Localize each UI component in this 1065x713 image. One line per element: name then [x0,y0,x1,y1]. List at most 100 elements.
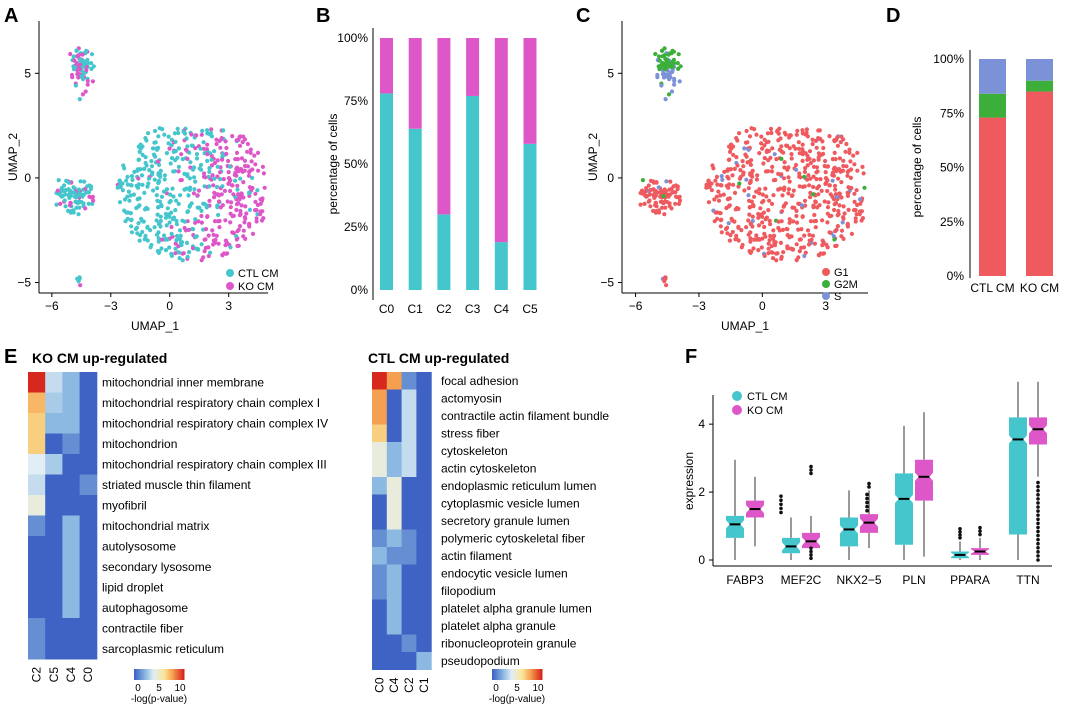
heatmap-ko-row-label: mitochondrial matrix [102,519,209,533]
panel-c-point [675,186,680,192]
panel-a-point [63,192,68,197]
panel-c-point [673,194,679,199]
box-ctl-FABP3 [726,515,744,538]
panel-c-point [657,67,662,72]
panel-a-point [129,224,134,229]
panel-c-point [808,219,814,224]
heatmap-ko-colorbar-segment [170,669,172,680]
panel-a-point [198,162,204,168]
bar-g1-ctl [979,117,1006,276]
bar-ko-C3 [466,38,480,96]
panel-a-point [203,227,209,232]
panel-a-point [132,169,137,174]
panel-c-point [800,142,805,147]
panel-a-point [246,173,251,178]
panel-a-point [228,211,233,216]
heatmap-ctl-colorbar-segment [505,669,508,680]
heatmap-ko-cell [28,392,46,414]
panel-a-point [234,138,239,143]
panel-a-point [55,188,61,193]
panel-c-point [807,149,813,154]
panel-a-point [253,199,258,204]
outlier-ko-TTN [1036,541,1040,546]
heatmap-ko-cell [62,597,81,619]
panel-a-point [162,177,167,182]
bar-g2m-ctl [979,93,1006,118]
heatmap-ko-cell [28,536,46,557]
panel-c-point [669,206,674,211]
panel-c-point [737,176,743,181]
panel-c-point [648,187,653,193]
panel-a-point [250,167,255,172]
panel-f-ytick-label: 2 [698,485,705,499]
heatmap-ko-colorbar-segment [140,669,142,680]
heatmap-ko-row-label: mitochondrial respiratory chain complex … [102,396,320,410]
panel-c-point [799,203,805,208]
heatmap-ctl-cell [386,582,403,600]
panel-c-point [751,246,756,251]
panel-a-point [238,212,243,217]
panel-c-point [805,163,810,168]
heatmap-ctl-colorbar-segment [493,669,495,680]
heatmap-ctl-colorbar-tick: 0 [493,683,499,694]
heatmap-ctl-title: CTL CM up-regulated [368,350,509,366]
panel-a-point [170,186,175,191]
panel-c-point [849,185,854,191]
heatmap-ctl-colorbar-segment [499,669,502,680]
panel-a-point [164,187,170,192]
panel-a-point [146,181,151,186]
heatmap-ko-cell [28,495,46,516]
panel-b-xtick-label: C1 [408,302,424,316]
panel-c-point [824,164,830,169]
heatmap-ko-colorbar-segment [154,669,156,680]
panel-c-point [748,162,754,167]
panel-a-point [234,207,239,213]
heatmap-ko-colorbar-segment [159,669,161,680]
panel-a-point [148,245,153,250]
heatmap-ko-cell [45,433,63,455]
heatmap-ctl-cell [372,494,388,513]
outlier-ko-TTN [1036,521,1040,526]
panel-a-point [205,158,210,163]
panel-c-point [860,164,865,169]
panel-c-point [773,177,778,183]
heatmap-ctl-row-label: actin filament [441,549,512,563]
panel-c-point [640,188,645,193]
panel-c-ticks: −6 −3 0 3 5 0 −5 [600,66,829,313]
panel-c-point [648,204,653,209]
panel-c-point [739,245,744,250]
panel-c-point [841,204,846,209]
bar-ko-C4 [494,38,508,243]
panel-c-point [778,240,784,245]
outlier-ko-FABP3 [809,553,813,557]
panel-a-point [71,54,76,59]
panel-c-point [817,203,822,208]
panel-a-point [210,173,215,178]
panel-a-point [162,132,167,137]
panel-a-point [152,225,157,230]
panel-a-point [212,176,217,181]
panel-c-point [853,208,858,213]
panel-a-point [156,239,161,244]
outlier-ctl-MEF2C [779,498,783,503]
legend-label-ko-f: KO CM [747,405,783,417]
panel-c-point [772,152,777,157]
outlier-ko-FABP3 [809,556,813,561]
panel-c-point [779,172,784,177]
panel-a-point [186,193,191,198]
panel-c-point [794,167,799,172]
panel-a-point [218,177,223,182]
panel-c-point [718,224,723,229]
panel-c-point [664,283,669,288]
panel-e-heatmap-ctl: CTL CM up-regulated focal adhesion actomy… [368,350,609,705]
heatmap-ctl-colorbar-segment [512,669,514,680]
heatmap-ctl-row-label: platelet alpha granule lumen [441,601,592,615]
panel-a-point [156,230,161,235]
panel-c-point [786,187,792,192]
panel-c-point [778,136,783,141]
panel-a-point [146,176,152,181]
panel-a-point [136,157,142,162]
panel-e-heatmap-ko: KO CM up-regulated mitochondrial inner m… [28,350,328,705]
panel-a-point [239,203,244,208]
heatmap-ctl-colorbar-segment [520,669,523,680]
